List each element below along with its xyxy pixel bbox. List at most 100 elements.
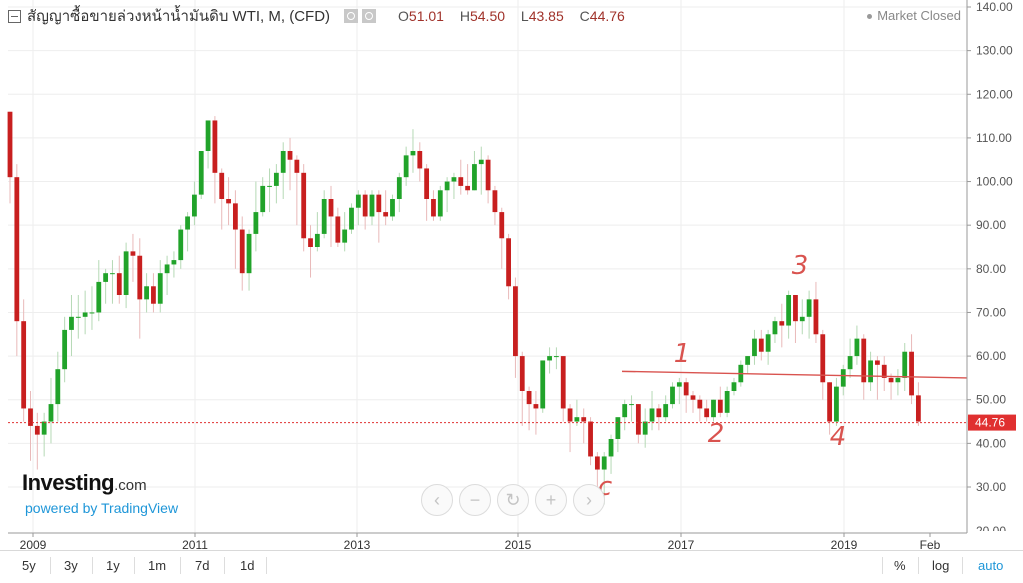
zoom-out-button[interactable]: − — [459, 484, 491, 516]
candle-body — [847, 356, 853, 370]
candle-body — [560, 356, 566, 409]
zoom-in-button[interactable]: + — [535, 484, 567, 516]
candle — [144, 273, 149, 313]
candle-body — [260, 185, 266, 213]
candle-body — [711, 399, 716, 418]
x-tick-label: 2015 — [505, 538, 532, 552]
range-1m[interactable]: 1m — [148, 558, 167, 573]
candle-body — [854, 338, 860, 357]
y-tick-label: 120.00 — [976, 87, 1013, 101]
candle — [362, 190, 368, 230]
candle — [349, 203, 354, 234]
x-tick-label: 2017 — [668, 538, 695, 552]
candle — [683, 377, 689, 413]
candle — [608, 434, 614, 474]
log-scale-button[interactable]: log — [932, 558, 950, 573]
candle — [55, 351, 61, 422]
candle — [48, 377, 54, 444]
candle-body — [62, 329, 68, 370]
separator — [224, 557, 225, 574]
candle — [478, 146, 484, 195]
open-value: 51.01 — [408, 8, 444, 24]
range-1y[interactable]: 1y — [106, 558, 120, 573]
candle-body — [308, 238, 313, 247]
grid-lines — [8, 0, 967, 533]
scroll-right-button[interactable]: › — [573, 484, 605, 516]
candle-body — [758, 338, 764, 352]
candle-body — [779, 321, 785, 326]
powered-by-link[interactable]: powered by TradingView — [25, 500, 179, 516]
range-7d[interactable]: 7d — [195, 558, 210, 573]
candle — [403, 146, 409, 186]
candle — [75, 295, 81, 339]
candle — [902, 343, 908, 391]
candle-body — [376, 194, 382, 213]
gear-icon[interactable] — [362, 9, 377, 23]
candle-body — [403, 155, 409, 178]
reset-icon: ↻ — [505, 490, 521, 510]
percent-scale-button[interactable]: % — [894, 558, 906, 573]
candle-body — [226, 199, 231, 204]
plus-icon: + — [545, 490, 557, 510]
auto-scale-button[interactable]: auto — [978, 558, 1004, 573]
plot-area — [8, 0, 967, 533]
candle-body — [21, 321, 27, 409]
candle — [280, 142, 286, 199]
candle-body — [690, 395, 696, 400]
candle-body — [519, 356, 525, 391]
eye-icon[interactable] — [344, 9, 359, 23]
candle-body — [588, 421, 593, 457]
candle — [690, 391, 696, 413]
candle-body — [232, 203, 238, 230]
logo-brand: Investing — [22, 470, 115, 495]
candle — [663, 395, 669, 422]
candle — [649, 391, 655, 431]
reset-button[interactable]: ↻ — [497, 484, 529, 516]
candle-body — [533, 404, 539, 409]
candle-body — [321, 199, 327, 234]
candle-body — [349, 207, 354, 230]
candle — [895, 369, 901, 396]
candle-body — [246, 233, 252, 274]
candle-body — [123, 251, 129, 295]
collapse-icon[interactable] — [8, 9, 21, 23]
range-5y[interactable]: 5y — [22, 558, 36, 573]
candle-body — [34, 425, 40, 435]
candle-body — [130, 251, 136, 256]
y-tick-label: 70.00 — [976, 305, 1006, 319]
candle-body — [772, 321, 778, 335]
candle-body — [89, 312, 95, 314]
candle — [301, 164, 307, 252]
candle — [192, 181, 197, 226]
candle-body — [178, 229, 184, 261]
investing-logo[interactable]: Investing.com powered by TradingView — [22, 470, 178, 516]
candle — [69, 295, 74, 357]
chart-header: สัญญาซื้อขายล่วงหน้าน้ำมันดิบ WTI, M, (C… — [8, 5, 625, 27]
candle — [731, 377, 737, 396]
last-price-tag: 44.76 — [968, 414, 1016, 431]
y-tick-label: 80.00 — [976, 262, 1006, 276]
candle — [369, 190, 375, 226]
candle-body — [335, 216, 341, 243]
candle-body — [48, 404, 54, 422]
range-1d[interactable]: 1d — [240, 558, 255, 573]
candle — [355, 190, 361, 226]
candle — [383, 190, 389, 226]
candle — [834, 377, 839, 426]
candle-body — [280, 151, 286, 173]
candle-body — [526, 391, 532, 405]
candle-body — [478, 159, 484, 165]
candle — [779, 303, 785, 348]
candle — [472, 151, 477, 191]
scroll-left-button[interactable]: ‹ — [421, 484, 453, 516]
range-3y[interactable]: 3y — [64, 558, 78, 573]
candle-body — [635, 404, 641, 435]
candle-body — [369, 194, 375, 217]
close-label: C — [579, 8, 590, 24]
candle-body — [171, 260, 177, 265]
candle-body — [424, 168, 430, 199]
candle — [396, 172, 402, 213]
candle — [198, 151, 204, 199]
candle-body — [765, 334, 771, 352]
